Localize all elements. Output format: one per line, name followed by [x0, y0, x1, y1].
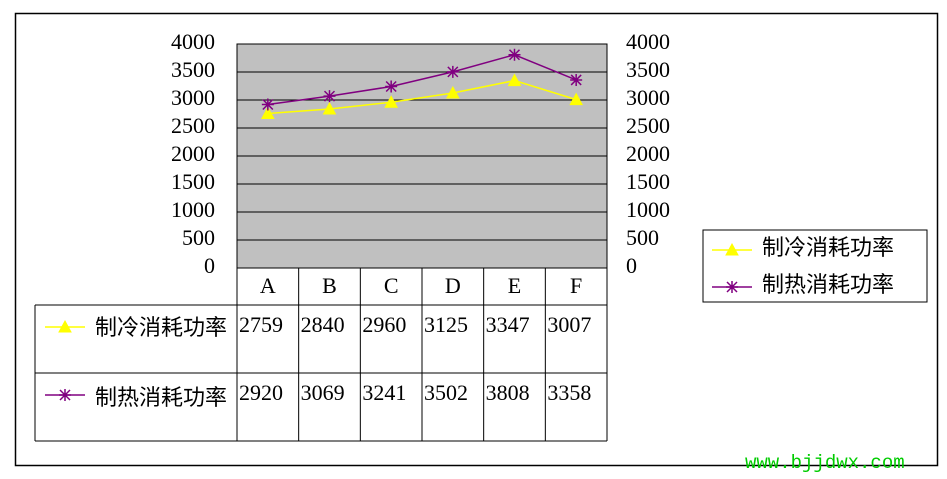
y-tick-label: 4000	[171, 29, 215, 54]
data-point	[569, 92, 584, 106]
series-line	[267, 53, 577, 106]
y2-tick-label: 2000	[626, 141, 670, 166]
series-line	[267, 79, 577, 115]
y2-tick-label: 3500	[626, 57, 670, 82]
x-tick-label: E	[508, 273, 521, 298]
data-point	[446, 65, 459, 78]
table-value: 2840	[301, 312, 345, 337]
watermark: www.bjjdwx.com	[745, 452, 905, 474]
data-point	[508, 48, 521, 61]
y-tick-label: 0	[204, 253, 215, 278]
table-value: 3241	[362, 380, 406, 405]
table-value: 2920	[239, 380, 283, 405]
x-tick-label: D	[445, 273, 461, 298]
x-tick-label: B	[322, 273, 337, 298]
table-value: 3007	[547, 312, 591, 337]
y2-tick-label: 4000	[626, 29, 670, 54]
y-tick-label: 1000	[171, 197, 215, 222]
data-point	[322, 101, 337, 115]
legend-label: 制冷消耗功率	[762, 235, 894, 260]
table-value: 3502	[424, 380, 468, 405]
y2-tick-label: 0	[626, 253, 637, 278]
data-point	[445, 85, 460, 99]
data-point	[384, 95, 399, 108]
legend-box	[702, 229, 928, 303]
y-tick-label: 1500	[171, 169, 215, 194]
y2-tick-label: 3000	[626, 85, 670, 110]
y-tick-label: 2500	[171, 113, 215, 138]
data-point	[570, 73, 583, 86]
y2-tick-label: 1000	[626, 197, 670, 222]
x-tick-label: F	[570, 273, 582, 298]
legend-label: 制热消耗功率	[762, 272, 894, 297]
table-value: 3358	[547, 380, 591, 405]
y2-tick-label: 2500	[626, 113, 670, 138]
table-legend-marker	[59, 389, 71, 401]
table-row-label: 制冷消耗功率	[95, 315, 228, 340]
x-tick-label: A	[260, 273, 276, 298]
legend-marker	[725, 242, 739, 256]
data-point	[323, 90, 336, 103]
x-tick-label: C	[384, 273, 399, 298]
table-value: 2759	[239, 312, 283, 337]
y-tick-label: 3000	[171, 85, 215, 110]
table-row-label: 制热消耗功率	[95, 385, 228, 410]
table-value: 3347	[486, 312, 530, 337]
y2-tick-label: 500	[626, 225, 659, 250]
y-tick-label: 3500	[171, 57, 215, 82]
data-point	[385, 80, 398, 93]
legend-marker	[726, 281, 738, 293]
y-tick-label: 2000	[171, 141, 215, 166]
y-tick-label: 500	[182, 225, 215, 250]
data-point	[507, 73, 522, 87]
table-value: 3069	[301, 380, 345, 405]
table-value: 3125	[424, 312, 468, 337]
data-point	[260, 106, 275, 119]
table-value: 3808	[486, 380, 530, 405]
data-point	[261, 98, 274, 111]
y2-tick-label: 1500	[626, 169, 670, 194]
table-value: 2960	[362, 312, 406, 337]
table-legend-marker	[58, 319, 72, 333]
